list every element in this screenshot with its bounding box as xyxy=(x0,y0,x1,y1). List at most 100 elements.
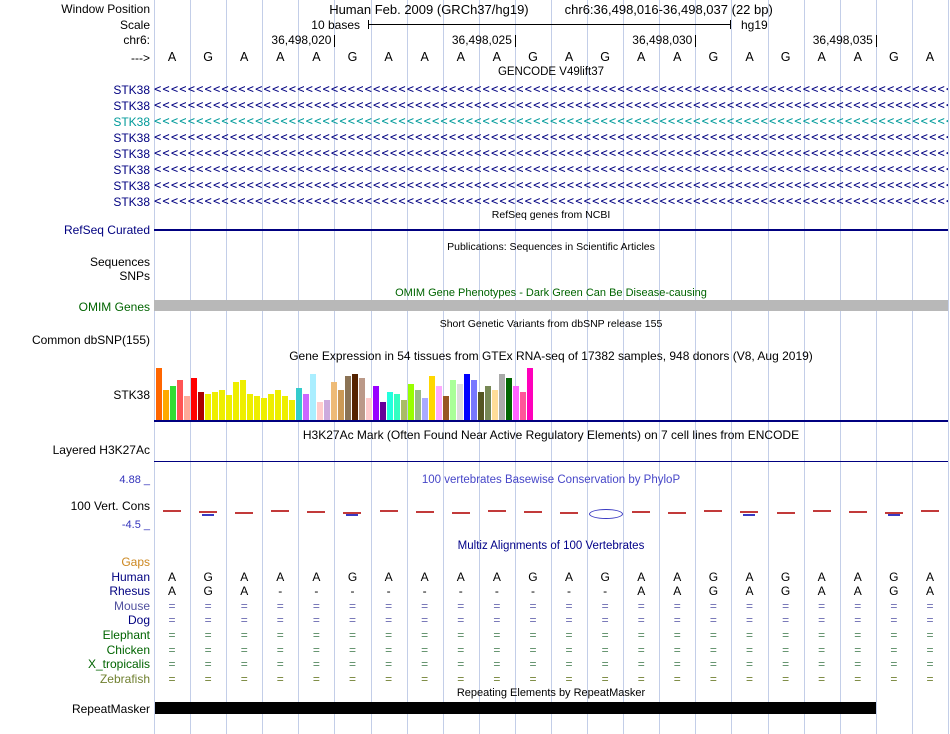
snps-track-label[interactable]: SNPs xyxy=(119,269,150,283)
gtex-expression-bar[interactable] xyxy=(520,392,526,420)
gtex-expression-bar[interactable] xyxy=(240,380,246,420)
gene-label-stk38[interactable]: STK38 xyxy=(113,195,150,209)
gtex-expression-bar[interactable] xyxy=(457,384,463,420)
gtex-expression-bar[interactable] xyxy=(352,374,358,420)
gene-label-stk38[interactable]: STK38 xyxy=(113,131,150,145)
gtex-expression-bar[interactable] xyxy=(233,382,239,420)
gtex-expression-bar[interactable] xyxy=(282,396,288,420)
gtex-expression-bar[interactable] xyxy=(415,390,421,420)
gene-label-stk38[interactable]: STK38 xyxy=(113,179,150,193)
gtex-expression-bar[interactable] xyxy=(471,380,477,420)
repeatmasker-track-title[interactable]: Repeating Elements by RepeatMasker xyxy=(456,687,646,699)
gtex-expression-bar[interactable] xyxy=(373,386,379,420)
transcript-intron-arrows[interactable]: <<<<<<<<<<<<<<<<<<<<<<<<<<<<<<<<<<<<<<<<… xyxy=(154,130,948,144)
gtex-expression-bar[interactable] xyxy=(275,390,281,420)
gtex-expression-bar[interactable] xyxy=(429,376,435,420)
gtex-expression-bar[interactable] xyxy=(310,374,316,420)
gtex-expression-bar[interactable] xyxy=(296,388,302,420)
gene-label-stk38[interactable]: STK38 xyxy=(113,83,150,97)
strand-direction-label[interactable]: ---> xyxy=(131,51,150,65)
gtex-expression-bar[interactable] xyxy=(226,395,232,420)
gene-label-stk38[interactable]: STK38 xyxy=(113,147,150,161)
gtex-expression-bar[interactable] xyxy=(366,398,372,420)
gtex-expression-bar[interactable] xyxy=(198,392,204,420)
gtex-expression-bar[interactable] xyxy=(359,378,365,420)
species-label-mouse[interactable]: Mouse xyxy=(113,599,150,613)
omim-genes-label[interactable]: OMIM Genes xyxy=(78,300,150,314)
gtex-track-title[interactable]: Gene Expression in 54 tissues from GTEx … xyxy=(289,349,813,363)
h3k27ac-track-title[interactable]: H3K27Ac Mark (Often Found Near Active Re… xyxy=(302,428,800,442)
omim-track-title[interactable]: OMIM Gene Phenotypes - Dark Green Can Be… xyxy=(395,287,707,299)
species-label-dog[interactable]: Dog xyxy=(127,613,150,627)
gtex-gene-label[interactable]: STK38 xyxy=(113,388,150,402)
refseq-track-title[interactable]: RefSeq genes from NCBI xyxy=(491,209,611,221)
species-label-human[interactable]: Human xyxy=(111,570,150,584)
transcript-intron-arrows[interactable]: <<<<<<<<<<<<<<<<<<<<<<<<<<<<<<<<<<<<<<<<… xyxy=(154,162,948,176)
sequences-track-label[interactable]: Sequences xyxy=(89,255,150,269)
gtex-expression-bar[interactable] xyxy=(212,392,218,420)
gtex-expression-bar[interactable] xyxy=(492,390,498,420)
gtex-expression-bar[interactable] xyxy=(443,396,449,420)
phylop-track-title[interactable]: 100 vertebrates Basewise Conservation by… xyxy=(421,474,681,486)
conservation-track-label[interactable]: 100 Vert. Cons xyxy=(70,499,150,513)
gtex-expression-bar[interactable] xyxy=(261,398,267,420)
gtex-expression-bar[interactable] xyxy=(219,390,225,420)
gtex-expression-bar[interactable] xyxy=(331,382,337,420)
publications-track-title[interactable]: Publications: Sequences in Scientific Ar… xyxy=(447,241,655,253)
gtex-expression-bar[interactable] xyxy=(450,380,456,420)
gtex-expression-bar[interactable] xyxy=(436,386,442,420)
repeatmasker-element[interactable] xyxy=(155,702,876,714)
gtex-expression-bar[interactable] xyxy=(177,380,183,420)
gtex-expression-bar[interactable] xyxy=(170,386,176,420)
omim-gene-item[interactable] xyxy=(154,300,948,311)
gtex-expression-bar[interactable] xyxy=(478,392,484,420)
multiz-track-title[interactable]: Multiz Alignments of 100 Vertebrates xyxy=(457,540,645,552)
gtex-expression-bar[interactable] xyxy=(408,384,414,420)
gene-label-stk38[interactable]: STK38 xyxy=(113,99,150,113)
gtex-expression-bar[interactable] xyxy=(380,402,386,420)
gtex-expression-bar[interactable] xyxy=(394,394,400,420)
gtex-expression-bar[interactable] xyxy=(499,374,505,420)
refseq-curated-item[interactable] xyxy=(154,229,948,231)
species-label-gaps[interactable]: Gaps xyxy=(121,555,150,569)
gtex-expression-bar[interactable] xyxy=(184,396,190,420)
dbsnp-track-label[interactable]: Common dbSNP(155) xyxy=(31,333,150,347)
gtex-expression-bar[interactable] xyxy=(303,394,309,420)
gtex-expression-bar[interactable] xyxy=(247,394,253,420)
species-label-x-tropicalis[interactable]: X_tropicalis xyxy=(87,657,150,671)
gtex-expression-bar[interactable] xyxy=(506,378,512,420)
refseq-curated-label[interactable]: RefSeq Curated xyxy=(63,223,150,237)
gtex-expression-bar[interactable] xyxy=(485,386,491,420)
species-label-zebrafish[interactable]: Zebrafish xyxy=(99,672,150,686)
gtex-expression-bar[interactable] xyxy=(527,368,533,420)
transcript-intron-arrows[interactable]: <<<<<<<<<<<<<<<<<<<<<<<<<<<<<<<<<<<<<<<<… xyxy=(154,146,948,160)
transcript-intron-arrows[interactable]: <<<<<<<<<<<<<<<<<<<<<<<<<<<<<<<<<<<<<<<<… xyxy=(154,194,948,208)
gtex-expression-bar[interactable] xyxy=(513,386,519,420)
gtex-expression-bar[interactable] xyxy=(268,394,274,420)
gtex-expression-bar[interactable] xyxy=(205,394,211,420)
gene-label-stk38[interactable]: STK38 xyxy=(113,115,150,129)
gtex-expression-bar[interactable] xyxy=(163,390,169,420)
gtex-expression-bar[interactable] xyxy=(324,400,330,420)
species-label-elephant[interactable]: Elephant xyxy=(102,628,150,642)
gtex-expression-bar[interactable] xyxy=(401,400,407,420)
repeatmasker-track-label[interactable]: RepeatMasker xyxy=(71,702,150,716)
transcript-intron-arrows[interactable]: <<<<<<<<<<<<<<<<<<<<<<<<<<<<<<<<<<<<<<<<… xyxy=(154,82,948,96)
gtex-expression-bar[interactable] xyxy=(345,376,351,420)
transcript-intron-arrows[interactable]: <<<<<<<<<<<<<<<<<<<<<<<<<<<<<<<<<<<<<<<<… xyxy=(154,98,948,112)
gencode-track-title[interactable]: GENCODE V49lift37 xyxy=(497,66,605,78)
gtex-expression-bar[interactable] xyxy=(422,398,428,420)
gtex-expression-bar[interactable] xyxy=(254,396,260,420)
species-label-chicken[interactable]: Chicken xyxy=(106,643,150,657)
gtex-expression-bar[interactable] xyxy=(317,402,323,420)
h3k27ac-track-label[interactable]: Layered H3K27Ac xyxy=(52,443,150,457)
gtex-expression-bar[interactable] xyxy=(191,378,197,420)
species-label-rhesus[interactable]: Rhesus xyxy=(109,584,150,598)
gtex-expression-bar[interactable] xyxy=(387,392,393,420)
dbsnp-track-title[interactable]: Short Genetic Variants from dbSNP releas… xyxy=(439,318,663,330)
gtex-expression-bar[interactable] xyxy=(156,368,162,420)
gtex-expression-bar[interactable] xyxy=(338,390,344,420)
gene-label-stk38[interactable]: STK38 xyxy=(113,163,150,177)
gtex-expression-bar[interactable] xyxy=(464,374,470,420)
transcript-intron-arrows[interactable]: <<<<<<<<<<<<<<<<<<<<<<<<<<<<<<<<<<<<<<<<… xyxy=(154,178,948,192)
